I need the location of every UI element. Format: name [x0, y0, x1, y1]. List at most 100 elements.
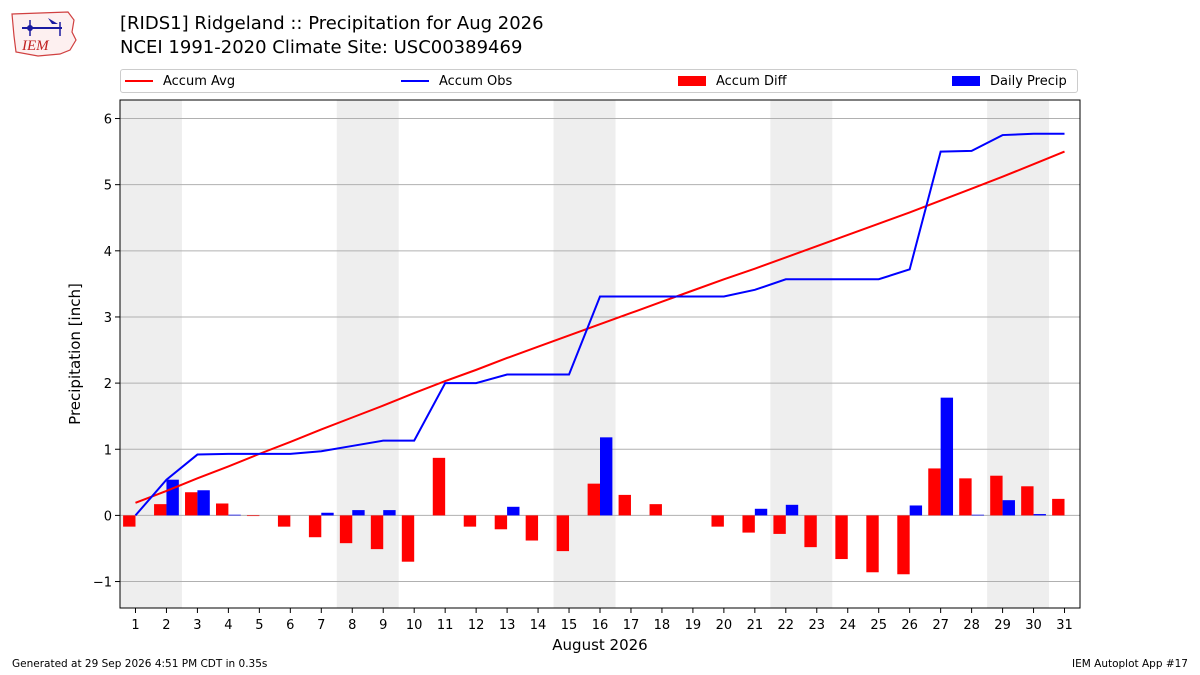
accum-diff-bar — [990, 475, 1003, 516]
legend-item-accum-obs: Accum Obs — [401, 70, 512, 92]
daily-precip-bar — [228, 514, 241, 516]
accum-diff-bar — [649, 504, 662, 516]
y-tick-label: −1 — [93, 576, 112, 591]
x-tick-label: 28 — [963, 618, 980, 633]
x-tick-label: 2 — [162, 618, 170, 633]
series-lines — [134, 132, 1065, 517]
x-tick-label: 19 — [685, 618, 702, 633]
accum-obs-line — [134, 132, 1065, 517]
legend-item-accum-diff: Accum Diff — [678, 70, 787, 92]
daily-precip-bar — [600, 437, 613, 516]
accum-diff-bar — [494, 515, 508, 530]
chart-title: [RIDS1] Ridgeland :: Precipitation for A… — [120, 13, 544, 34]
legend-swatch-accum-avg — [125, 80, 153, 82]
x-tick-label: 11 — [437, 618, 454, 633]
x-tick-label: 13 — [499, 618, 516, 633]
x-tick-label: 3 — [193, 618, 201, 633]
x-tick-label: 30 — [1025, 618, 1042, 633]
accum-diff-bar — [897, 515, 910, 575]
accum-diff-bar — [835, 515, 848, 560]
x-tick-label: 25 — [870, 618, 887, 633]
x-tick-label: 24 — [839, 618, 856, 633]
y-tick-label: 4 — [104, 245, 112, 260]
accum-diff-bar — [773, 515, 786, 534]
accum-diff-bar — [928, 468, 941, 516]
legend-swatch-daily-precip — [952, 76, 980, 86]
x-tick-label: 23 — [809, 618, 826, 633]
y-tick-label: 2 — [104, 377, 112, 392]
daily-precip-bar — [1033, 514, 1046, 516]
accum-diff-bar — [711, 515, 724, 527]
accum-diff-bar — [556, 515, 570, 552]
x-tick-label: 10 — [406, 618, 423, 633]
accum-diff-bar — [959, 478, 972, 516]
weekend-band-1 — [120, 100, 182, 608]
accum-diff-bar — [432, 457, 446, 516]
x-tick-label: 27 — [932, 618, 949, 633]
daily-precip-bar — [1002, 500, 1015, 516]
legend-item-accum-avg: Accum Avg — [125, 70, 235, 92]
x-tick-label: 31 — [1056, 618, 1073, 633]
legend-swatch-accum-obs — [401, 80, 429, 82]
svg-text:IEM: IEM — [21, 38, 50, 54]
x-tick-label: 29 — [994, 618, 1011, 633]
legend-item-daily-precip: Daily Precip — [952, 70, 1067, 92]
accum-diff-bar — [804, 515, 817, 548]
x-tick-label: 1 — [131, 618, 139, 633]
y-tick-label: 3 — [104, 311, 112, 326]
legend-label-accum-avg: Accum Avg — [163, 73, 236, 89]
x-tick-label: 5 — [255, 618, 263, 633]
x-tick-label: 20 — [716, 618, 733, 633]
accum-avg-line — [135, 150, 1065, 504]
x-tick-label: 21 — [747, 618, 764, 633]
x-tick-label: 7 — [317, 618, 325, 633]
daily-precip-bar — [383, 510, 396, 516]
weekend-band-5 — [987, 100, 1050, 608]
x-tick-label: 4 — [224, 618, 232, 633]
chart-subtitle: NCEI 1991-2020 Climate Site: USC00389469 — [120, 37, 523, 58]
daily-precip-bar — [785, 504, 799, 516]
accum-diff-bar — [618, 494, 631, 516]
chart-legend: Accum Avg Accum Obs Accum Diff Daily Pre… — [120, 69, 1078, 93]
accum-diff-bar — [742, 515, 755, 533]
iem-logo: IEM — [11, 11, 77, 57]
y-tick-label: 6 — [104, 113, 112, 128]
accum-diff-bar — [370, 515, 384, 550]
daily-precip-bar — [940, 397, 954, 516]
daily-precip-bar — [352, 510, 365, 516]
daily-precip-bar — [197, 490, 210, 516]
x-tick-label: 22 — [778, 618, 795, 633]
y-axis-label: Precipitation [inch] — [66, 283, 84, 425]
x-tick-label: 26 — [901, 618, 918, 633]
accum-diff-bar — [525, 515, 539, 541]
accum-diff-bar — [866, 515, 879, 573]
x-tick-label: 16 — [592, 618, 609, 633]
footer-app-text: IEM Autoplot App #17 — [1072, 658, 1188, 670]
accum-diff-bar — [587, 483, 600, 516]
x-tick-label: 15 — [561, 618, 578, 633]
x-axis-label: August 2026 — [552, 636, 647, 654]
daily-precip-bar — [507, 506, 520, 516]
accum-diff-bar — [185, 492, 198, 516]
daily-precip-bar — [971, 514, 984, 516]
accum-diff-bar — [246, 515, 260, 517]
daily-precip-bar — [909, 505, 923, 516]
y-tick-label: 1 — [104, 443, 112, 458]
x-tick-label: 14 — [530, 618, 547, 633]
accum-diff-bar — [277, 515, 291, 527]
accum-diff-bar — [401, 515, 415, 562]
footer-generated-text: Generated at 29 Sep 2026 4:51 PM CDT in … — [12, 658, 268, 670]
accum-diff-bar — [1021, 486, 1034, 516]
y-tick-label: 0 — [104, 509, 112, 524]
daily-precip-bar — [321, 512, 334, 516]
legend-label-accum-obs: Accum Obs — [439, 73, 513, 89]
accum-diff-bar — [123, 515, 136, 527]
x-tick-label: 6 — [286, 618, 294, 633]
legend-label-accum-diff: Accum Diff — [716, 73, 787, 89]
x-tick-label: 17 — [623, 618, 640, 633]
accum-diff-bar — [308, 515, 322, 538]
legend-label-daily-precip: Daily Precip — [990, 73, 1067, 89]
accum-diff-bar — [339, 515, 353, 544]
